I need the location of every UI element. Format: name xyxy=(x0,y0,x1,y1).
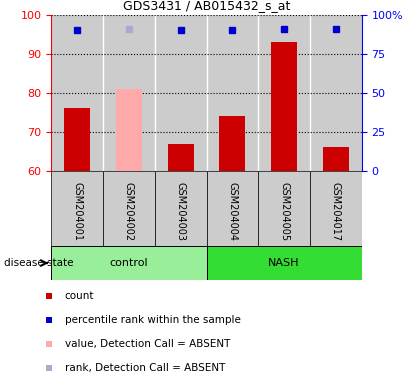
Bar xyxy=(219,116,245,171)
Text: GSM204004: GSM204004 xyxy=(227,182,238,241)
Bar xyxy=(155,171,206,246)
Bar xyxy=(64,108,90,171)
Bar xyxy=(51,247,206,280)
Bar xyxy=(103,15,155,171)
Title: GDS3431 / AB015432_s_at: GDS3431 / AB015432_s_at xyxy=(123,0,290,12)
Text: GSM204001: GSM204001 xyxy=(72,182,82,241)
Text: rank, Detection Call = ABSENT: rank, Detection Call = ABSENT xyxy=(65,363,225,373)
Bar xyxy=(206,171,258,246)
Bar xyxy=(271,42,297,171)
Text: percentile rank within the sample: percentile rank within the sample xyxy=(65,315,240,325)
Text: GSM204017: GSM204017 xyxy=(331,182,341,241)
Text: count: count xyxy=(65,291,94,301)
Bar xyxy=(310,171,362,246)
Bar xyxy=(206,15,258,171)
Bar xyxy=(310,15,362,171)
Text: disease state: disease state xyxy=(4,258,74,268)
Bar xyxy=(103,171,155,246)
Text: GSM204002: GSM204002 xyxy=(124,182,134,241)
Bar xyxy=(168,144,194,171)
Bar xyxy=(323,147,349,171)
Text: value, Detection Call = ABSENT: value, Detection Call = ABSENT xyxy=(65,339,230,349)
Text: NASH: NASH xyxy=(268,258,300,268)
Bar xyxy=(258,171,310,246)
Bar xyxy=(51,171,103,246)
Bar xyxy=(155,15,206,171)
Bar xyxy=(51,15,103,171)
Bar xyxy=(258,15,310,171)
Bar xyxy=(206,247,362,280)
Text: GSM204003: GSM204003 xyxy=(175,182,186,241)
Text: control: control xyxy=(110,258,148,268)
Bar xyxy=(116,89,142,171)
Text: GSM204005: GSM204005 xyxy=(279,182,289,241)
